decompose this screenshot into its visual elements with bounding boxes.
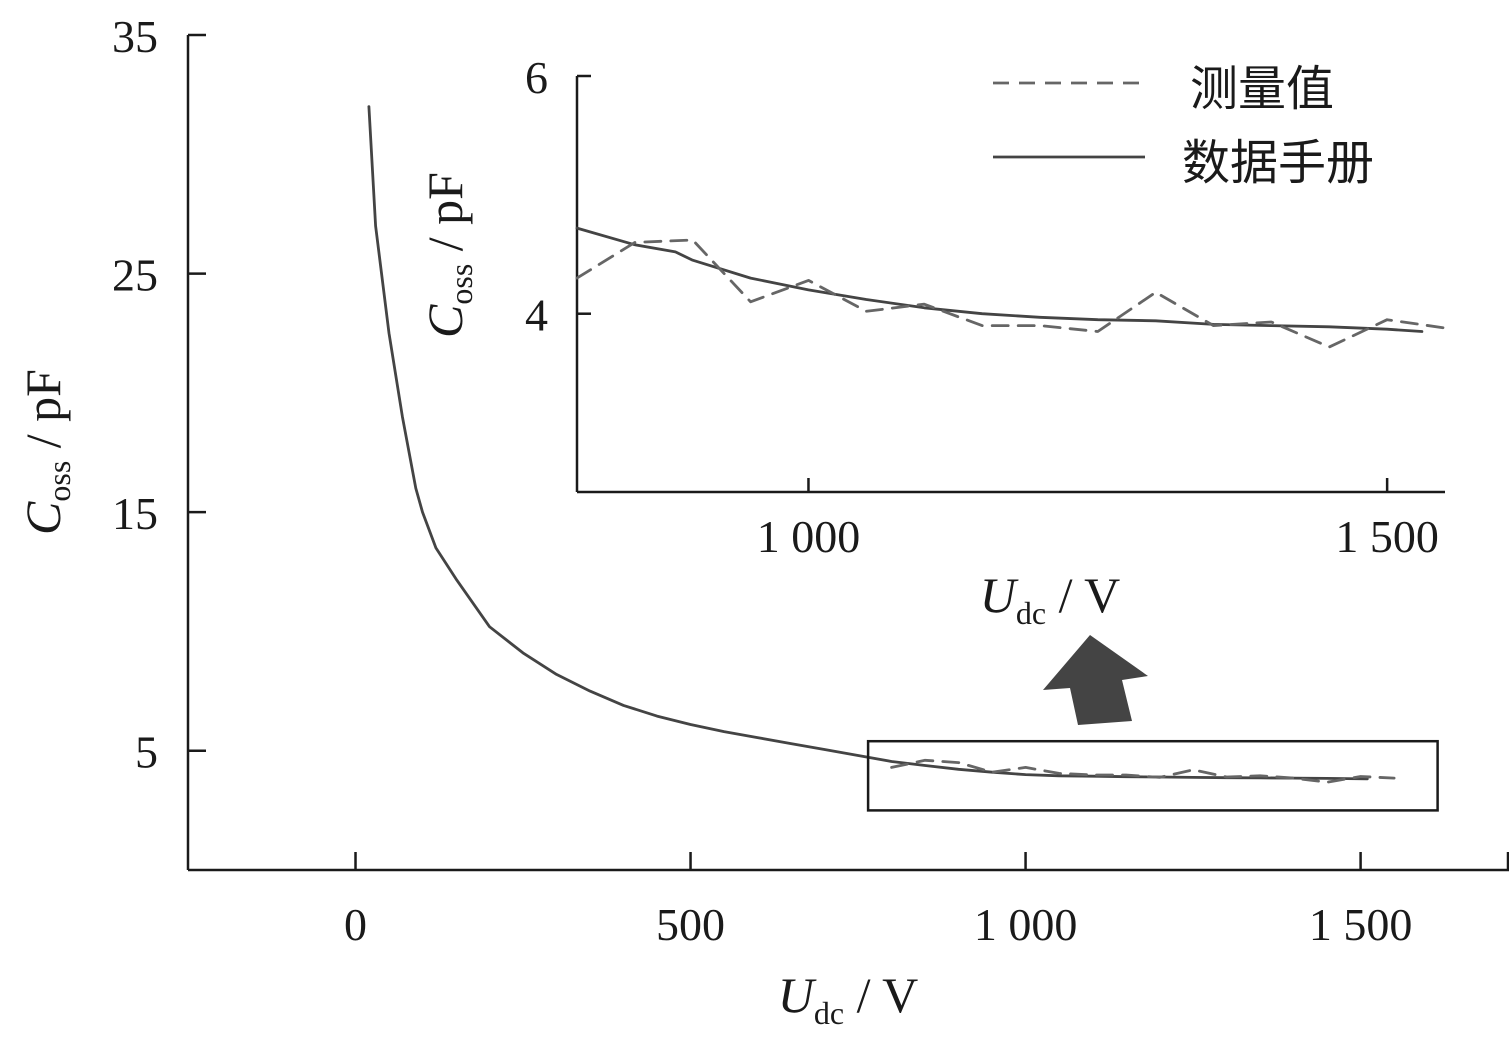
main-y-tick-label: 15 [112, 488, 158, 539]
main-x-title-sub: dc [814, 995, 844, 1031]
main-series-datasheet-line [367, 105, 1369, 781]
inset-x-title-sub: dc [1016, 595, 1046, 631]
inset-x-tick-label: 1 000 [757, 511, 861, 562]
main-y-tick-label: 5 [135, 727, 158, 778]
inset-x-axis-title: Udc / V [980, 567, 1120, 631]
inset-axes: 46 1 000 1 500 [525, 52, 1445, 562]
main-series-measured-line [890, 758, 1396, 784]
main-y-ticks: 5 15 25 35 [112, 11, 206, 778]
inset-series-group [575, 226, 1447, 349]
inset-y-title-unit: / pF [417, 172, 473, 264]
inset-y-axis-title: Coss / pF [417, 172, 479, 338]
main-y-tick-label: 35 [112, 11, 158, 62]
legend: 测量值 数据手册 [993, 61, 1374, 191]
inset-y-title-sub: oss [443, 264, 479, 305]
main-x-tick-label: 0 [344, 899, 367, 950]
inset-y-title-main: C [417, 304, 473, 338]
inset-x-title-main: U [980, 567, 1019, 623]
main-x-tick-label: 500 [656, 899, 725, 950]
main-y-tick-label: 25 [112, 250, 158, 301]
inset-x-ticks: 1 000 1 500 [757, 478, 1439, 562]
main-x-tick-label: 1 000 [974, 899, 1078, 950]
main-y-title-main: C [15, 501, 71, 535]
main-x-ticks: 0 500 1 000 1 500 [344, 852, 1412, 950]
inset-series-datasheet-line [575, 226, 1424, 333]
legend-label-datasheet: 数据手册 [1182, 135, 1374, 191]
main-x-title-main: U [778, 967, 817, 1023]
inset-y-tick-label: 4 [525, 290, 548, 341]
inset-y-ticks: 46 [525, 52, 591, 341]
main-axes: 5 15 25 35 0 500 1 000 1 500 [112, 11, 1509, 950]
inset-x-tick-label: 1 500 [1335, 511, 1439, 562]
main-x-axis-title: Udc / V [778, 967, 918, 1031]
inset-x-title-unit: / V [1046, 567, 1120, 623]
zoom-arrow-icon [1043, 635, 1148, 725]
main-y-title-unit: / pF [15, 369, 71, 461]
legend-label-measured: 测量值 [1190, 61, 1334, 117]
main-y-title-sub: oss [41, 461, 77, 502]
main-x-tick-label: 1 500 [1309, 899, 1413, 950]
inset-series-measured-line [575, 238, 1447, 349]
main-x-title-unit: / V [844, 967, 918, 1023]
main-y-axis-title: Coss / pF [15, 369, 77, 535]
main-series-group [367, 105, 1396, 784]
inset-y-tick-label: 6 [525, 52, 548, 103]
zoom-region-box [866, 739, 1439, 812]
